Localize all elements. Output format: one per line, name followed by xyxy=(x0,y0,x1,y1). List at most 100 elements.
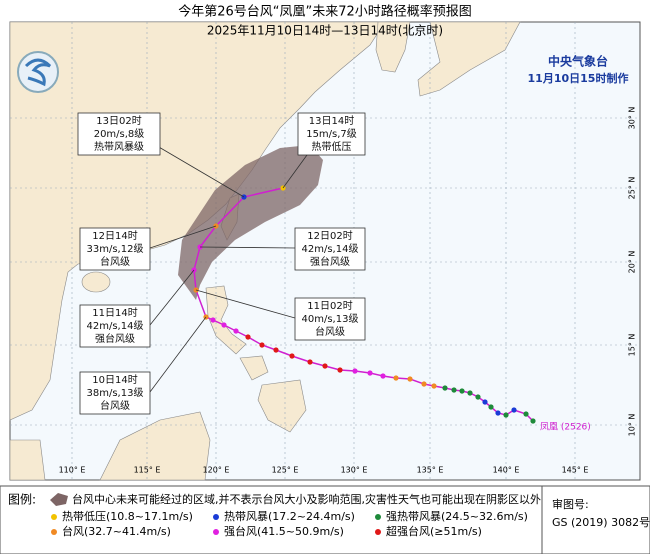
track-point xyxy=(367,370,373,376)
leader-line xyxy=(149,269,195,326)
track-point xyxy=(337,367,343,373)
annotation-level: 热带低压 xyxy=(312,140,352,153)
annotation-wind: 42m/s,14级 xyxy=(302,243,359,255)
track-point xyxy=(421,381,427,387)
lat-label: 15° N xyxy=(628,334,637,357)
track-point xyxy=(210,317,216,323)
annotation-wind: 40m/s,13级 xyxy=(302,313,359,325)
track-point xyxy=(495,410,501,416)
lon-label: 130° E xyxy=(341,466,368,475)
leader-line xyxy=(149,225,217,249)
track-point xyxy=(442,385,448,391)
annotation-box xyxy=(79,227,151,271)
probability-cone xyxy=(178,145,323,300)
annotation-level: 强台风级 xyxy=(310,255,350,268)
legend-dot xyxy=(375,514,381,520)
annotation-wind: 15m/s,7级 xyxy=(306,128,357,140)
legend-dot xyxy=(213,529,219,535)
track-point xyxy=(307,359,313,365)
legend-label: 热带低压(10.8~17.1m/s) xyxy=(62,510,193,523)
annotation-box xyxy=(294,227,366,271)
legend-label: 超强台风(≥51m/s) xyxy=(386,524,482,538)
track-point xyxy=(511,407,517,413)
annotation-box xyxy=(79,304,151,348)
annotation-level: 台风级 xyxy=(315,325,345,338)
legend-label: 强台风(41.5~50.9m/s) xyxy=(224,524,344,538)
track-point xyxy=(523,411,529,417)
track-point xyxy=(488,404,494,410)
annotation-time: 10日14时 xyxy=(92,374,137,386)
legend-dot xyxy=(375,529,381,535)
lon-label: 120° E xyxy=(203,466,230,475)
logo xyxy=(17,51,59,93)
lat-label: 20° N xyxy=(628,251,637,274)
track-point xyxy=(322,363,328,369)
track-point xyxy=(380,373,386,379)
track-point xyxy=(530,418,536,424)
legend-dot xyxy=(213,514,219,520)
legend-label: 强热带风暴(24.5~32.6m/s) xyxy=(386,510,528,523)
track-point xyxy=(273,347,279,353)
track-point xyxy=(482,399,488,405)
legend-label: 台风(32.7~41.4m/s) xyxy=(62,524,171,538)
track-point xyxy=(245,334,251,340)
track-point xyxy=(475,394,481,400)
approval-label: 审图号: xyxy=(552,497,589,511)
annotation-box xyxy=(77,112,161,156)
annotation-time: 11日02时 xyxy=(307,300,352,312)
annotation-time: 11日14时 xyxy=(92,307,137,319)
storm-label: 凤凰 (2526) xyxy=(540,422,591,433)
lon-label: 135° E xyxy=(417,466,444,475)
lat-label: 10° N xyxy=(628,414,637,437)
legend-title: 图例: xyxy=(8,493,36,507)
legend-cone-text: 台风中心未来可能经过的区域,并不表示台风大小及影响范围,灾害性天气也可能出现在阴… xyxy=(72,492,541,506)
legend-dot xyxy=(51,514,57,520)
track-point xyxy=(221,322,227,328)
leader-line xyxy=(199,246,296,249)
title: 今年第26号台风“凤凰”未来72小时路径概率预报图 xyxy=(178,4,472,20)
annotation-wind: 38m/s,13级 xyxy=(87,387,144,399)
issued: 11月10日15时制作 xyxy=(528,71,629,85)
annotation-level: 强台风级 xyxy=(95,332,135,345)
subtitle: 2025年11月10日14时—13日14时(北京时) xyxy=(207,24,443,38)
annotation-wind: 33m/s,12级 xyxy=(87,243,144,255)
annotation-time: 13日02时 xyxy=(96,115,141,127)
track-point xyxy=(233,328,239,334)
annotation-level: 台风级 xyxy=(100,255,130,268)
lon-label: 115° E xyxy=(134,466,161,475)
lat-label: 30° N xyxy=(628,107,637,130)
annotation-wind: 42m/s,14级 xyxy=(87,320,144,332)
leader-line xyxy=(195,289,296,319)
track-point xyxy=(503,412,509,418)
track-point xyxy=(431,383,437,389)
annotation-level: 台风级 xyxy=(100,399,130,412)
agency: 中央气象台 xyxy=(548,54,608,69)
lat-label: 25° N xyxy=(628,177,637,200)
leader-line xyxy=(149,316,207,393)
annotation-box xyxy=(79,371,151,415)
track-point xyxy=(407,376,413,382)
lon-label: 140° E xyxy=(493,466,520,475)
lon-label: 110° E xyxy=(59,466,86,475)
lon-label: 145° E xyxy=(562,466,589,475)
track-point xyxy=(459,388,465,394)
track-point xyxy=(259,342,265,348)
annotation-time: 13日14时 xyxy=(309,115,354,127)
annotation-box xyxy=(297,112,366,156)
annotation-time: 12日14时 xyxy=(92,230,137,242)
legend-dot xyxy=(51,529,57,535)
track-point xyxy=(289,353,295,359)
approval-number: GS (2019) 3082号 xyxy=(552,516,650,529)
track-point xyxy=(352,368,358,374)
legend-label: 热带风暴(17.2~24.4m/s) xyxy=(224,510,355,523)
annotation-wind: 20m/s,8级 xyxy=(94,128,145,140)
annotation-time: 12日02时 xyxy=(307,230,352,242)
annotation-level: 热带风暴级 xyxy=(94,140,144,153)
track-point xyxy=(451,387,457,393)
legend-cone-icon xyxy=(50,493,68,506)
track-point xyxy=(393,375,399,381)
lon-label: 125° E xyxy=(272,466,299,475)
track-point xyxy=(467,390,473,396)
